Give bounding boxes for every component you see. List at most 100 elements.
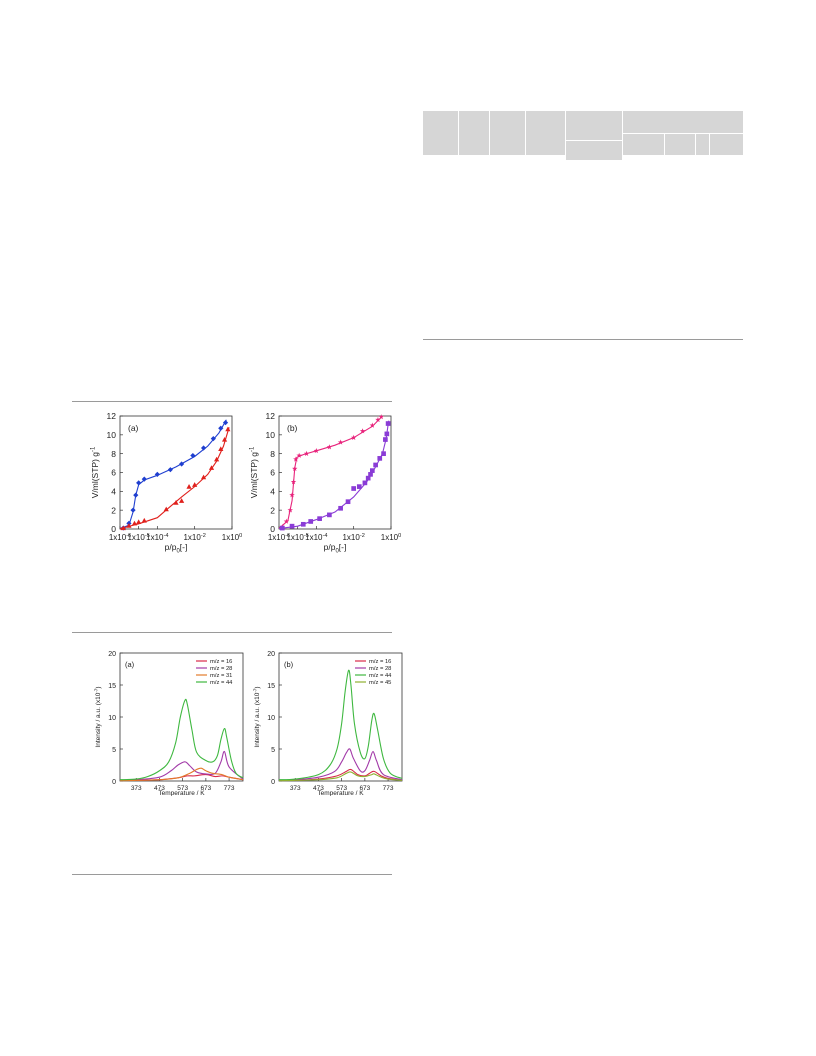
table-header-subcell [566,155,622,160]
data-point [190,452,196,459]
data-point [337,439,344,445]
data-point [369,422,376,428]
series-line [119,767,244,782]
series-line [119,751,244,781]
table-col-divider [525,111,526,155]
y-axis-label: V/ml(STP) g-1 [249,446,259,498]
y-tick-label: 8 [111,449,116,459]
y-tick-label: 4 [270,487,275,497]
data-point [365,475,371,481]
y-tick-label: 10 [107,430,117,440]
data-point [130,507,136,513]
data-point [136,480,142,486]
data-point [345,499,351,505]
y-tick-label: 0 [111,524,116,534]
table-col-divider [709,133,710,155]
data-point [338,505,343,511]
y-tick-label: 15 [108,683,116,690]
y-tick-label: 20 [267,651,275,658]
y-axis-label: Intensity / a.u. (x10-7) [93,686,102,747]
y-tick-label: 6 [270,468,275,478]
y-tick-label: 0 [271,779,275,786]
data-point [287,507,293,513]
figure-top-rule-1 [72,401,392,402]
legend-entry: m/z = 28 [369,666,391,672]
x-axis-label: Temperature / K [158,790,205,796]
legend-entry: m/z = 28 [210,666,232,672]
x-tick-label: 773 [383,785,394,792]
x-axis-label: p/p0[-] [165,542,188,555]
tpd-figure: 0 5 10 15 20 373 473 573 673 773 Temperature / K In… [93,651,403,796]
x-axis-label: p/p0[-] [324,542,347,555]
figure-top-rule-2 [72,632,392,633]
data-point [381,451,386,457]
table-col-divider [664,133,665,155]
data-point [290,479,297,485]
y-tick-label: 10 [266,430,276,440]
data-point [292,465,298,472]
data-point [303,450,310,456]
y-axis-label: Intensity / a.u. (x10-7) [252,686,261,747]
table-row-divider [566,140,622,141]
data-point [317,516,322,521]
x-tick-label: 473 [313,785,324,792]
data-point [283,518,290,524]
x-tick-label: 373 [290,785,301,792]
panel-label: (b) [284,660,294,669]
data-point [173,500,179,505]
data-point [141,517,147,523]
y-tick-label: 0 [112,779,116,786]
x-tick-label: 1x10-2 [342,533,364,542]
data-point [377,456,383,461]
fit-curve [278,415,383,529]
data-point [369,468,375,473]
data-point [356,484,362,489]
data-point [222,419,229,426]
panel-label: (a) [128,423,139,433]
table-row-divider [622,133,743,134]
y-tick-label: 0 [270,524,275,534]
y-tick-label: 10 [108,715,116,722]
x-tick-label: 1x10-5 [127,533,149,542]
data-point [133,492,139,498]
table-bottom-rule [423,339,743,340]
x-tick-label: 1x10-6 [109,533,131,542]
tpd-panel-b: 0 5 10 15 20 373 473 573 673 773 Temperature / K In… [252,651,403,796]
fit-curve [119,419,227,530]
series-line [119,698,244,781]
data-point [279,525,285,531]
table-col-divider [565,111,566,155]
x-tick-label: 673 [359,785,370,792]
y-tick-label: 2 [270,505,275,515]
table-col-divider [458,111,459,155]
data-point [167,467,173,473]
data-point [126,523,132,528]
data-point [384,431,390,437]
data-point [351,486,357,491]
data-point [362,480,368,486]
data-point [293,456,299,462]
data-point [225,426,231,432]
data-point [218,446,224,452]
y-tick-label: 5 [112,747,116,754]
data-point [296,452,302,458]
tpd-panel-a: 0 5 10 15 20 373 473 573 673 773 Temperature / K In… [93,651,244,796]
x-tick-label: 1x100 [222,533,242,542]
y-axis-label: V/ml(STP) g-1 [90,446,100,498]
data-point [289,523,295,529]
y-tick-label: 5 [271,747,275,754]
fit-curve [119,427,230,530]
x-tick-label: 673 [200,785,211,792]
data-point [378,414,384,420]
data-point [385,421,391,426]
series-line [278,768,403,782]
legend-entry: m/z = 16 [369,659,391,665]
data-point [179,498,185,503]
data-point [313,447,320,454]
fit-curve [278,420,390,530]
data-point [208,465,215,470]
table-col-divider [695,133,696,155]
